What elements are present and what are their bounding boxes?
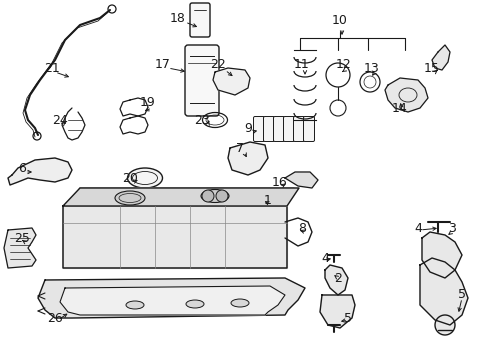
- Text: 4: 4: [413, 221, 421, 234]
- Polygon shape: [8, 158, 72, 185]
- Text: 22: 22: [210, 58, 225, 72]
- Ellipse shape: [115, 191, 145, 205]
- Text: 21: 21: [44, 62, 60, 75]
- Polygon shape: [285, 172, 317, 188]
- Circle shape: [202, 190, 214, 202]
- Polygon shape: [63, 206, 286, 268]
- Text: 8: 8: [297, 221, 305, 234]
- Text: 15: 15: [423, 62, 439, 75]
- FancyBboxPatch shape: [190, 3, 209, 37]
- Text: 10: 10: [331, 13, 347, 27]
- Circle shape: [108, 5, 116, 13]
- Polygon shape: [319, 295, 354, 328]
- Polygon shape: [421, 232, 461, 278]
- Polygon shape: [325, 265, 347, 295]
- FancyBboxPatch shape: [184, 45, 219, 116]
- Ellipse shape: [185, 300, 203, 308]
- Text: 18: 18: [170, 12, 185, 24]
- Text: 11: 11: [293, 58, 309, 72]
- FancyBboxPatch shape: [283, 117, 294, 141]
- FancyBboxPatch shape: [253, 117, 264, 141]
- Polygon shape: [4, 228, 36, 268]
- Circle shape: [216, 190, 227, 202]
- Circle shape: [33, 132, 41, 140]
- Polygon shape: [419, 258, 467, 325]
- Text: 19: 19: [140, 96, 156, 109]
- Text: 3: 3: [447, 221, 455, 234]
- Ellipse shape: [127, 168, 162, 188]
- Polygon shape: [60, 286, 285, 315]
- Text: 13: 13: [364, 62, 379, 75]
- Polygon shape: [384, 78, 427, 112]
- FancyBboxPatch shape: [273, 117, 284, 141]
- Text: 17: 17: [155, 58, 171, 72]
- Text: 20: 20: [122, 171, 138, 184]
- Polygon shape: [227, 142, 267, 175]
- Text: 4: 4: [321, 252, 328, 265]
- Text: 16: 16: [271, 175, 287, 189]
- Text: 5: 5: [457, 288, 465, 302]
- Text: 2: 2: [333, 271, 341, 284]
- Polygon shape: [431, 45, 449, 70]
- Polygon shape: [38, 278, 305, 318]
- Ellipse shape: [126, 301, 143, 309]
- Ellipse shape: [201, 189, 228, 202]
- Text: 12: 12: [335, 58, 351, 72]
- FancyBboxPatch shape: [263, 117, 274, 141]
- Text: 5: 5: [343, 311, 351, 324]
- Text: 23: 23: [194, 113, 209, 126]
- FancyBboxPatch shape: [303, 117, 314, 141]
- Text: 9: 9: [244, 122, 251, 135]
- Polygon shape: [63, 188, 298, 206]
- Text: 14: 14: [391, 102, 407, 114]
- Text: 24: 24: [52, 113, 68, 126]
- Text: 7: 7: [236, 141, 244, 154]
- Polygon shape: [213, 68, 249, 95]
- Text: 26: 26: [47, 311, 63, 324]
- Text: 25: 25: [14, 231, 30, 244]
- Polygon shape: [68, 188, 293, 206]
- Text: 1: 1: [264, 194, 271, 207]
- FancyBboxPatch shape: [293, 117, 304, 141]
- Circle shape: [434, 315, 454, 335]
- Text: 6: 6: [18, 162, 26, 175]
- Ellipse shape: [230, 299, 248, 307]
